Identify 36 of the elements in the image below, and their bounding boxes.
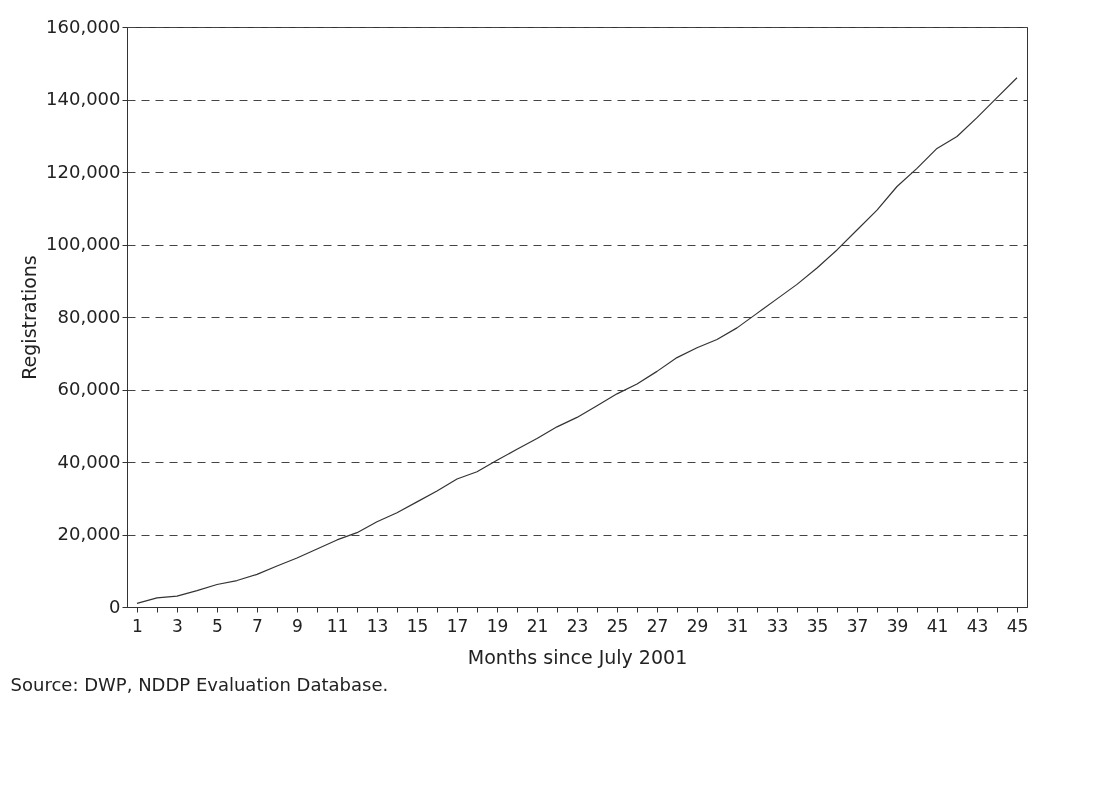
x-tick-label: 15: [406, 615, 429, 636]
x-tick-label: 29: [686, 615, 709, 636]
x-axis-title: Months since July 2001: [467, 645, 688, 668]
x-tick-label: 11: [326, 615, 349, 636]
source-note: Source: DWP, NDDP Evaluation Database.: [10, 674, 389, 695]
x-tick-label: 21: [526, 615, 549, 636]
y-tick-label: 160,000: [46, 15, 121, 37]
x-tick-label: 13: [366, 615, 389, 636]
x-tick-label: 45: [1006, 615, 1029, 636]
line-series: [136, 77, 1018, 604]
x-tick-label: 1: [132, 615, 143, 636]
y-tick-label: 80,000: [57, 305, 121, 327]
y-tick-label: 60,000: [57, 378, 121, 399]
x-tick-label: 5: [212, 615, 223, 636]
x-tick-label: 7: [252, 615, 263, 636]
x-tick-label: 19: [486, 615, 509, 636]
y-tick-label: 20,000: [57, 523, 121, 544]
y-tick-label: 140,000: [46, 88, 121, 109]
x-tick-label: 23: [566, 615, 589, 636]
y-tick-label: 0: [109, 595, 121, 617]
x-tick-label: 39: [886, 615, 909, 636]
x-tick-label: 25: [606, 615, 629, 636]
y-axis-title: Registrations: [18, 255, 41, 380]
x-tick-label: 17: [446, 615, 469, 636]
x-tick-label: 43: [966, 615, 989, 636]
x-tick-label: 37: [846, 615, 869, 636]
x-tick-label: 33: [766, 615, 789, 636]
x-tick-label: 27: [646, 615, 669, 636]
y-tick-label: 100,000: [46, 233, 121, 254]
x-tick-label: 31: [726, 615, 749, 636]
x-tick-label: 3: [172, 615, 183, 636]
y-tick-label: 40,000: [57, 450, 121, 472]
x-tick-label: 35: [806, 615, 829, 636]
x-tick-label: 41: [926, 615, 949, 636]
y-tick-label: 120,000: [46, 160, 121, 182]
x-tick-label: 9: [292, 615, 303, 636]
